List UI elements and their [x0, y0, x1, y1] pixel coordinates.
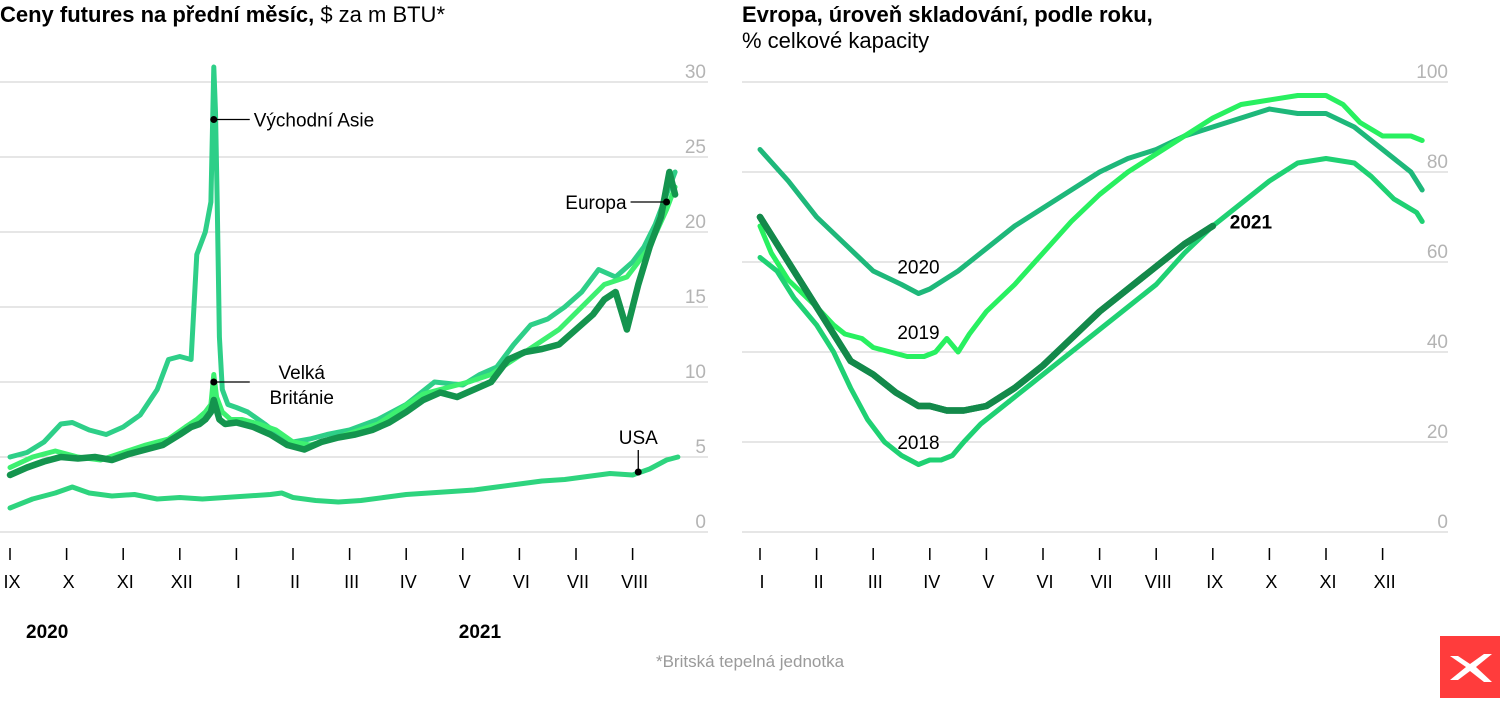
year-label: 2021: [459, 622, 502, 643]
series-line-asia: [7, 64, 678, 460]
x-tick-label: VII: [1091, 572, 1113, 592]
x-tick-label: XII: [1374, 572, 1396, 592]
y-tick-label: 25: [685, 137, 706, 158]
x-tick-label: III: [344, 572, 359, 592]
x-tick-label: XII: [171, 572, 193, 592]
series-line-s2019: [757, 93, 1425, 359]
y-tick-label: 80: [1427, 152, 1448, 173]
series-line-uk: [7, 184, 678, 470]
series-line-europe: [6, 168, 679, 479]
x-tick-label: I: [236, 572, 241, 592]
y-tick-label: 20: [1427, 422, 1448, 443]
series-line-s2020: [757, 106, 1425, 296]
series-line-s2018: [757, 255, 1012, 467]
x-tick-label: III: [868, 572, 883, 592]
annotation-label: USA: [619, 428, 658, 449]
series-line-s2018: [1006, 156, 1425, 404]
x-tick-label: XI: [1319, 572, 1336, 592]
series-line-usa: [7, 454, 681, 511]
series-label: 2019: [897, 323, 939, 344]
y-tick-label: 100: [1416, 62, 1448, 83]
x-tick-label: II: [290, 572, 300, 592]
x-tick-label: V: [982, 572, 994, 592]
series-label: 2018: [897, 433, 939, 454]
x-tick-label: IX: [1206, 572, 1223, 592]
y-tick-label: 15: [685, 287, 706, 308]
left-chart-title: Ceny futures na přední měsíc, $ za m BTU…: [0, 2, 445, 28]
series-line-s2021-top: [756, 213, 1217, 414]
y-tick-label: 20: [685, 212, 706, 233]
annotation-label: Velká: [279, 363, 326, 384]
x-tick-label: X: [1265, 572, 1277, 592]
y-tick-label: 30: [685, 62, 706, 83]
annotation-label: Británie: [270, 388, 334, 409]
x-tick-label: IX: [3, 572, 20, 592]
annotation-label: Europa: [565, 193, 627, 214]
x-tick-label: I: [759, 572, 764, 592]
x-tick-label: V: [459, 572, 471, 592]
x-tick-label: X: [63, 572, 75, 592]
x-tick-label: VIII: [1145, 572, 1172, 592]
annotation-label: Východní Asie: [254, 111, 374, 132]
footnote: *Britská tepelná jednotka: [655, 652, 845, 671]
year-label: 2020: [26, 622, 68, 643]
right-title-bold: Evropa, úroveň skladování, podle roku,: [742, 2, 1153, 27]
y-tick-label: 5: [695, 437, 706, 458]
x-tick-label: VII: [567, 572, 589, 592]
y-tick-label: 10: [685, 362, 706, 383]
left-title-rest: $ za m BTU*: [314, 2, 446, 27]
x-tick-label: VI: [1036, 572, 1053, 592]
series-label: 2020: [897, 258, 939, 279]
x-tick-label: VI: [513, 572, 530, 592]
series-label: 2021: [1230, 213, 1273, 234]
left-title-bold: Ceny futures na přední měsíc,: [0, 2, 315, 27]
y-tick-label: 0: [1437, 512, 1448, 533]
xtb-x-logo-icon: [1440, 636, 1500, 698]
x-tick-label: XI: [117, 572, 134, 592]
y-tick-label: 60: [1427, 242, 1448, 263]
y-tick-label: 40: [1427, 332, 1448, 353]
x-tick-label: IV: [923, 572, 940, 592]
y-tick-label: 0: [695, 512, 706, 533]
right-title-rest: % celkové kapacity: [742, 28, 930, 53]
x-tick-label: VIII: [621, 572, 648, 592]
x-tick-label: IV: [400, 572, 417, 592]
right-chart-title: Evropa, úroveň skladování, podle roku,% …: [742, 2, 1153, 54]
x-tick-label: II: [814, 572, 824, 592]
